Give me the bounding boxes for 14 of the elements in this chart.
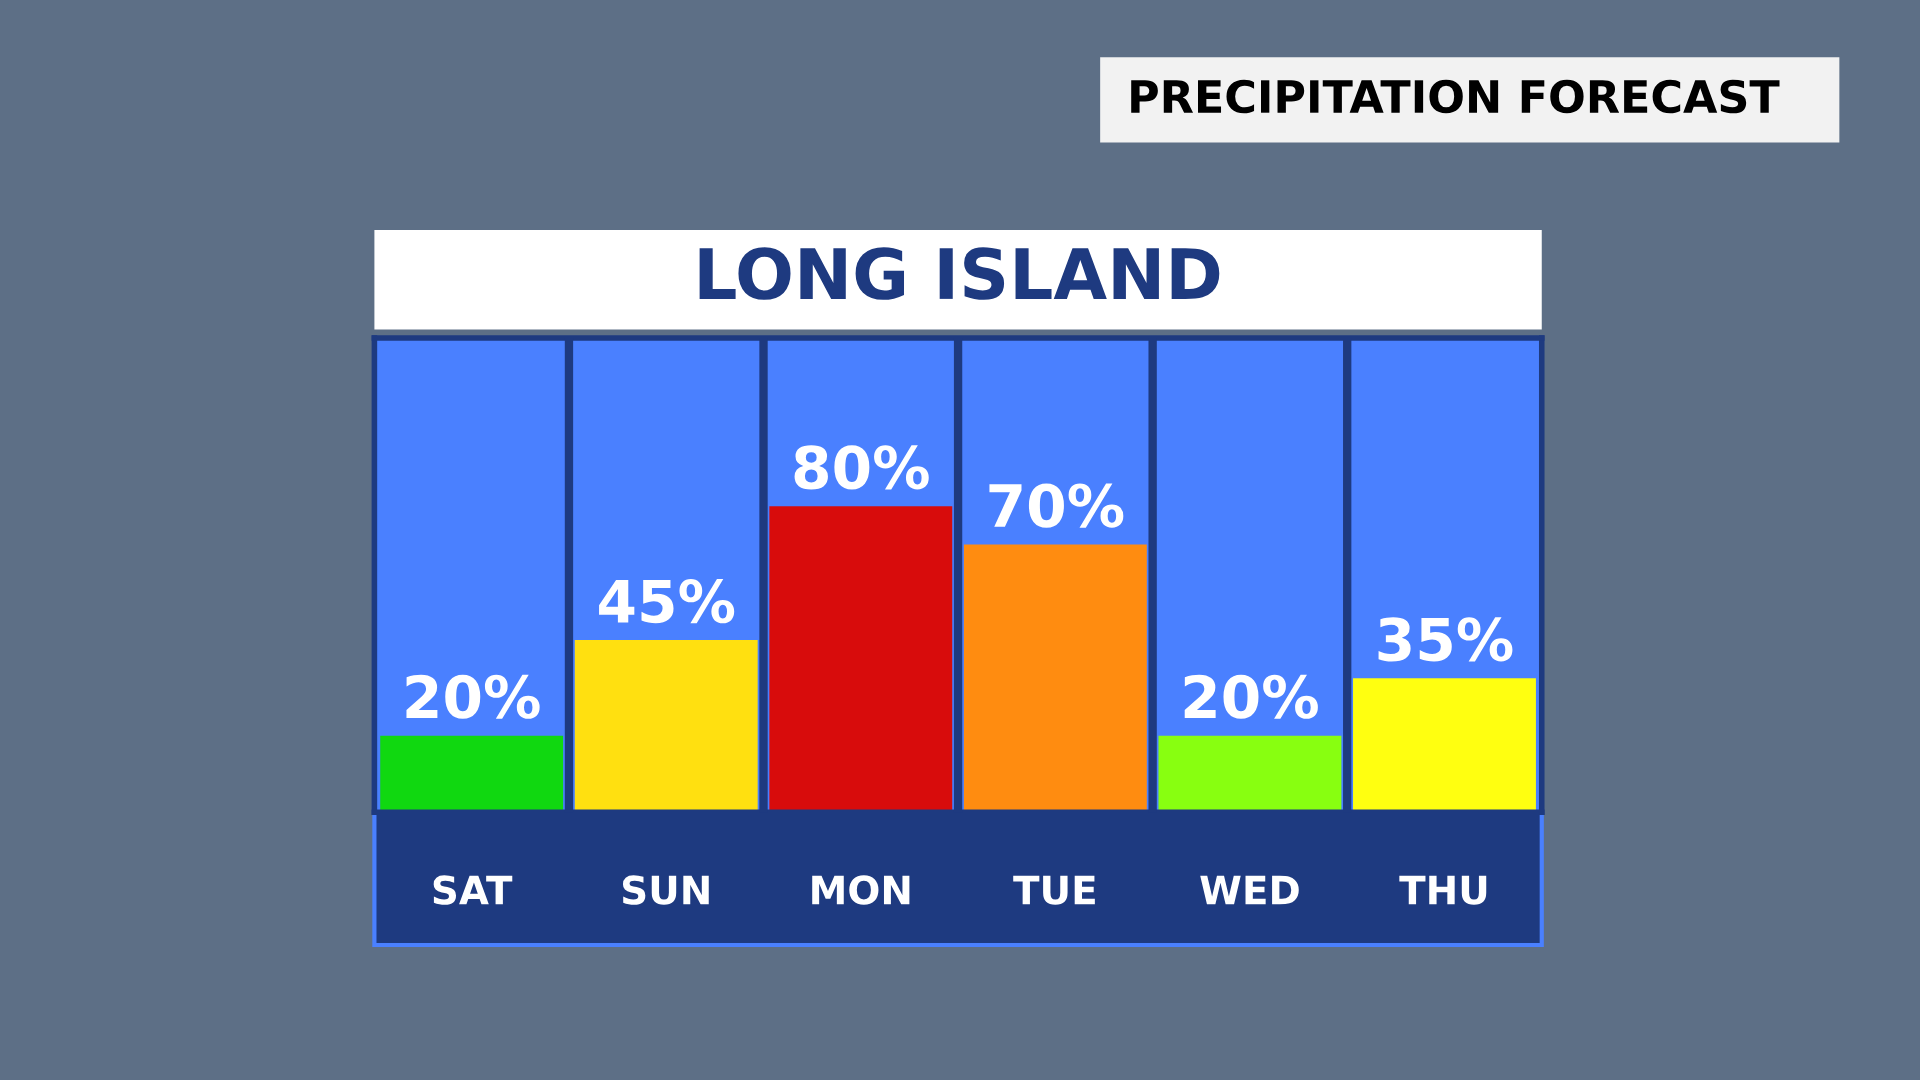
x-tick-label: WED [1200, 875, 1299, 905]
x-tick-label: SUN [622, 875, 709, 905]
data-label: 80% [794, 445, 929, 490]
data-label: 20% [406, 674, 540, 719]
x-tick-label: TUE [1013, 875, 1095, 905]
data-label: 70% [989, 483, 1124, 528]
data-label: 35% [1378, 617, 1513, 662]
x-tick-label: SAT [433, 875, 513, 905]
chart-title: LONG ISLAND [699, 247, 1220, 300]
x-tick-label: THU [1399, 875, 1487, 905]
chart-subtitle: PRECIPITATION FORECAST [1131, 79, 1780, 114]
data-label: 45% [599, 579, 735, 624]
x-tick-label: MON [812, 875, 910, 905]
data-label: 20% [1184, 674, 1318, 719]
